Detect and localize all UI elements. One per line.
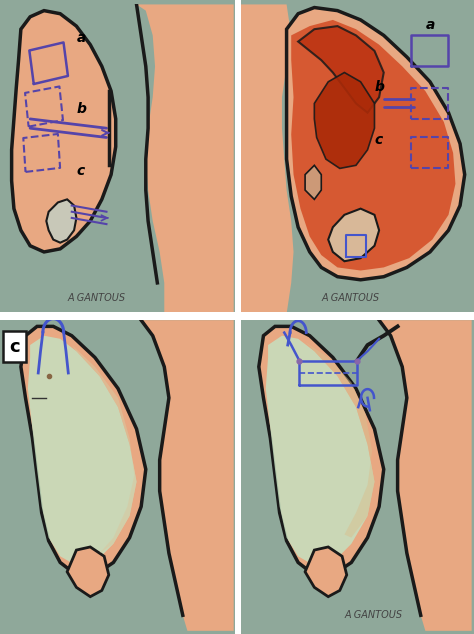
Polygon shape xyxy=(137,4,234,314)
Polygon shape xyxy=(314,72,374,169)
Text: b: b xyxy=(76,101,86,116)
Text: c: c xyxy=(76,164,85,178)
Text: A GANTOUS: A GANTOUS xyxy=(321,294,379,304)
Polygon shape xyxy=(328,209,379,261)
Text: c: c xyxy=(9,337,20,356)
Polygon shape xyxy=(305,547,346,597)
Polygon shape xyxy=(46,199,76,243)
Text: a: a xyxy=(76,30,86,44)
Polygon shape xyxy=(72,345,137,553)
Text: a: a xyxy=(425,18,435,32)
Polygon shape xyxy=(240,4,293,314)
Text: A GANTOUS: A GANTOUS xyxy=(345,611,402,621)
Polygon shape xyxy=(287,8,465,280)
Polygon shape xyxy=(141,320,234,631)
Polygon shape xyxy=(298,26,384,113)
Polygon shape xyxy=(67,547,109,597)
Polygon shape xyxy=(12,11,116,252)
Text: A GANTOUS: A GANTOUS xyxy=(67,294,125,304)
Polygon shape xyxy=(266,336,374,566)
Polygon shape xyxy=(21,327,146,575)
Polygon shape xyxy=(28,336,137,566)
FancyBboxPatch shape xyxy=(3,331,26,362)
Polygon shape xyxy=(305,342,374,538)
Polygon shape xyxy=(259,327,384,575)
Text: c: c xyxy=(374,133,383,146)
Polygon shape xyxy=(291,20,456,271)
Text: b: b xyxy=(374,80,384,94)
Polygon shape xyxy=(305,165,321,199)
Polygon shape xyxy=(379,320,472,631)
